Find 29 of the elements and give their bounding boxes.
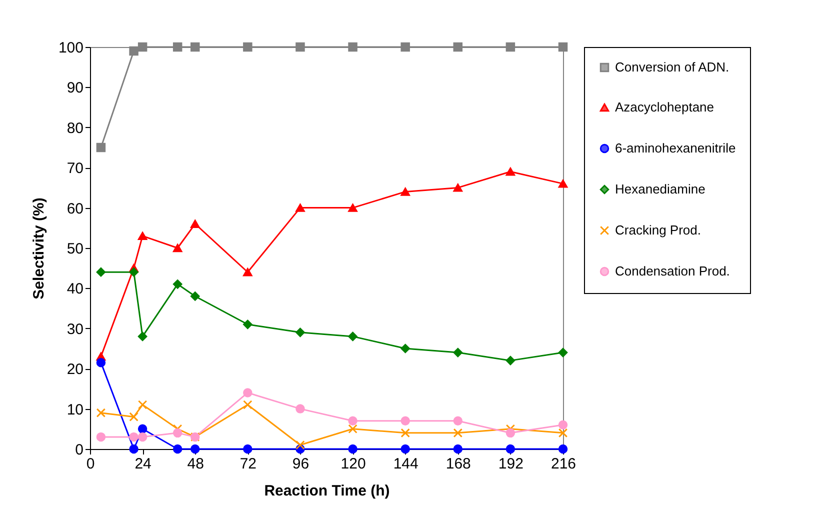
- x-tick-label: 96: [292, 456, 310, 472]
- legend-label: Cracking Prod.: [615, 222, 701, 238]
- y-tick-label: 40: [66, 280, 84, 298]
- x-tick-label: 192: [498, 456, 524, 472]
- y-tick-label: 30: [66, 320, 84, 338]
- legend-label: Condensation Prod.: [615, 264, 730, 278]
- x-tick-label: 168: [446, 456, 471, 472]
- y-tick-label: 10: [66, 401, 84, 418]
- y-axis-title: Selectivity (%): [30, 198, 48, 300]
- y-tick-label: 70: [66, 160, 84, 178]
- legend-label: Conversion of ADN.: [615, 60, 730, 74]
- x-tick-label: 216: [550, 456, 576, 472]
- x-tick-label: 144: [393, 456, 418, 472]
- y-tick-label: 60: [66, 200, 84, 218]
- x-tick-label: 120: [340, 456, 366, 472]
- y-tick-label: 100: [58, 40, 84, 56]
- x-tick-label: 72: [240, 456, 257, 472]
- y-tick-label: 50: [66, 240, 84, 258]
- x-tick-label: 48: [187, 456, 204, 472]
- legend-label: Azacycloheptane: [615, 100, 714, 114]
- x-tick-label: 24: [134, 456, 152, 472]
- legend-label: Hexanediamine: [615, 182, 706, 196]
- y-tick-label: 20: [66, 361, 84, 378]
- y-tick-label: 90: [66, 80, 84, 97]
- y-tick-label: 0: [75, 442, 84, 458]
- y-tick-label: 80: [66, 120, 84, 137]
- x-axis-title: Reaction Time (h): [264, 482, 390, 500]
- x-tick-label: 0: [86, 456, 95, 472]
- legend-label: 6-aminohexanenitrile: [615, 140, 736, 156]
